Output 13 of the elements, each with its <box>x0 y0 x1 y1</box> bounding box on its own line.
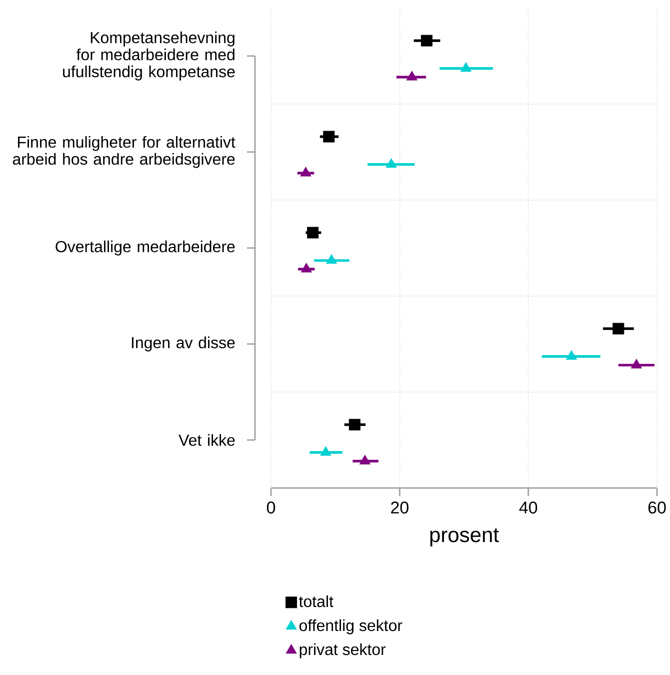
x-tick-label: 40 <box>519 502 538 514</box>
legend-label: offentlig sektor <box>299 619 402 634</box>
x-tick-label: 60 <box>648 502 666 514</box>
legend-label: totalt <box>299 595 334 608</box>
y-tick-label: Vet ikke <box>178 434 235 446</box>
legend-label: privat sektor <box>300 643 386 658</box>
x-tick-label: 0 <box>266 502 276 514</box>
y-tick-label: Overtallige medarbeidere <box>56 240 235 256</box>
y-tick-label: Finne muligheter for alternativt arbeid hos andre arbeidsgivere <box>12 136 236 168</box>
x-tick-label: 20 <box>391 502 408 514</box>
x-axis-title: prosent <box>430 528 499 546</box>
y-tick-label: Kompetansehevning for medarbeidere med ufullstendig kompetanse <box>63 32 235 80</box>
y-tick-label: Ingen av disse <box>132 336 235 352</box>
